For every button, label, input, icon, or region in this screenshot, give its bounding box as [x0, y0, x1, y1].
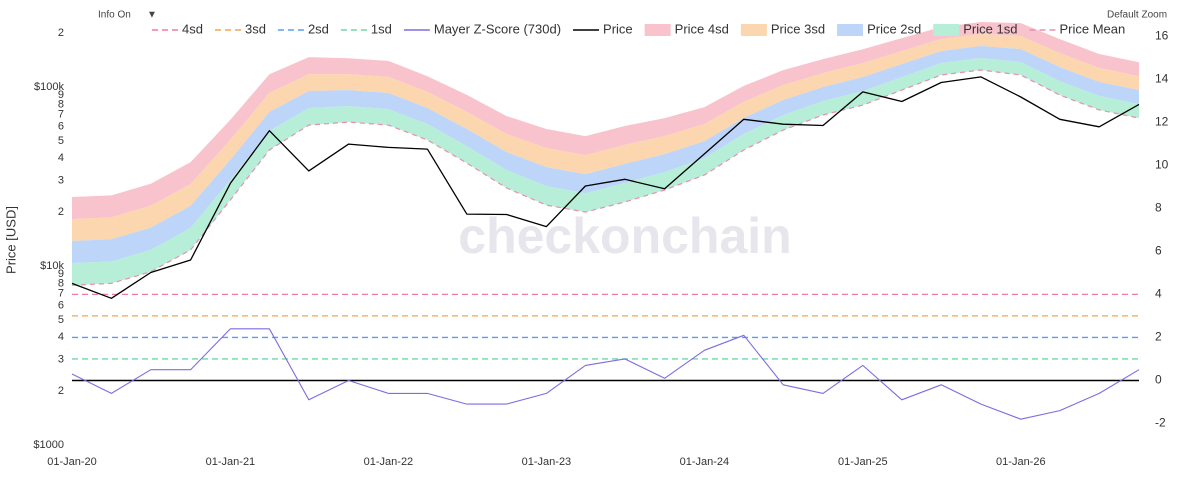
- y2-tick-label: 10: [1155, 157, 1169, 171]
- legend-label: 1sd: [371, 21, 392, 36]
- y2-tick-label: 0: [1155, 373, 1162, 387]
- zscore-line: [71, 328, 1140, 420]
- x-tick-label: 01-Jan-21: [206, 456, 256, 468]
- y2-tick-label: -2: [1155, 416, 1166, 430]
- y-axis-title: Price [USD]: [3, 206, 18, 274]
- y2-tick-label: 6: [1155, 244, 1162, 258]
- y2-tick-label: 2: [1155, 330, 1162, 344]
- legend-label: Price 1sd: [963, 21, 1017, 36]
- y-tick-label: 2: [58, 385, 64, 397]
- y-tick-label: 2: [58, 206, 64, 218]
- plot-area: $100023456789$10k23456789$100k2-20246810…: [33, 22, 1169, 468]
- y2-tick-label: 12: [1155, 114, 1169, 128]
- legend-label: Price Mean: [1059, 21, 1125, 36]
- x-tick-label: 01-Jan-24: [680, 456, 730, 468]
- y-tick-label: $1000: [33, 439, 64, 451]
- legend-label: Price 3sd: [771, 21, 825, 36]
- legend-label: Price: [603, 21, 633, 36]
- y-tick-label: 3: [58, 175, 64, 187]
- legend-label: Price 4sd: [675, 21, 729, 36]
- legend-label: Price 2sd: [867, 21, 921, 36]
- y2-tick-label: 8: [1155, 201, 1162, 215]
- x-tick-label: 01-Jan-23: [522, 456, 572, 468]
- y2-tick-label: 4: [1155, 287, 1162, 301]
- y-tick-label: 8: [58, 98, 64, 110]
- price-band: [72, 46, 1139, 263]
- watermark: checkonchain: [458, 208, 791, 264]
- legend-swatch: [740, 24, 767, 36]
- y-tick-label: 8: [58, 277, 64, 289]
- y-tick-label: 5: [58, 135, 64, 147]
- legend-swatch: [837, 24, 864, 36]
- zoom-selector[interactable]: Default Zoom: [1107, 10, 1167, 21]
- y-tick-label: 9: [58, 89, 64, 101]
- y2-tick-label: 14: [1155, 71, 1169, 85]
- y-tick-label: 4: [58, 331, 64, 343]
- y-tick-label: 4: [58, 152, 64, 164]
- x-tick-label: 01-Jan-25: [838, 456, 888, 468]
- legend-label: 3sd: [245, 21, 266, 36]
- legend-swatch: [644, 24, 671, 36]
- price-band: [72, 22, 1139, 220]
- y-tick-label: 3: [58, 354, 64, 366]
- x-tick-label: 01-Jan-26: [996, 456, 1046, 468]
- legend-swatch: [933, 24, 960, 36]
- y-tick-label: 9: [58, 268, 64, 280]
- x-tick-label: 01-Jan-22: [364, 456, 414, 468]
- y-tick-label: 7: [58, 109, 64, 121]
- info-dropdown[interactable]: ▼: [147, 10, 157, 21]
- price-band: [72, 58, 1139, 286]
- x-tick-label: 01-Jan-20: [47, 456, 97, 468]
- legend-label: 4sd: [182, 21, 203, 36]
- y-tick-label: 6: [58, 300, 64, 312]
- price-mean-line: [71, 69, 1140, 286]
- y-tick-label: 7: [58, 288, 64, 300]
- info-toggle[interactable]: Info On: [98, 10, 131, 21]
- price-band: [72, 34, 1139, 241]
- legend-label: 2sd: [308, 21, 329, 36]
- y-tick-label: 6: [58, 121, 64, 133]
- legend-label: Mayer Z-Score (730d): [434, 21, 561, 36]
- legend: 4sd 3sd 2sd 1sd Mayer Z-Score (730d) Price Pri…: [152, 21, 1125, 36]
- y2-tick-label: 16: [1155, 28, 1169, 42]
- y-tick-label: 5: [58, 314, 64, 326]
- y-tick-label: $10k: [40, 260, 64, 272]
- y-tick-label: 2: [58, 27, 64, 39]
- price-line: [71, 76, 1140, 299]
- y-tick-label: $100k: [34, 81, 64, 93]
